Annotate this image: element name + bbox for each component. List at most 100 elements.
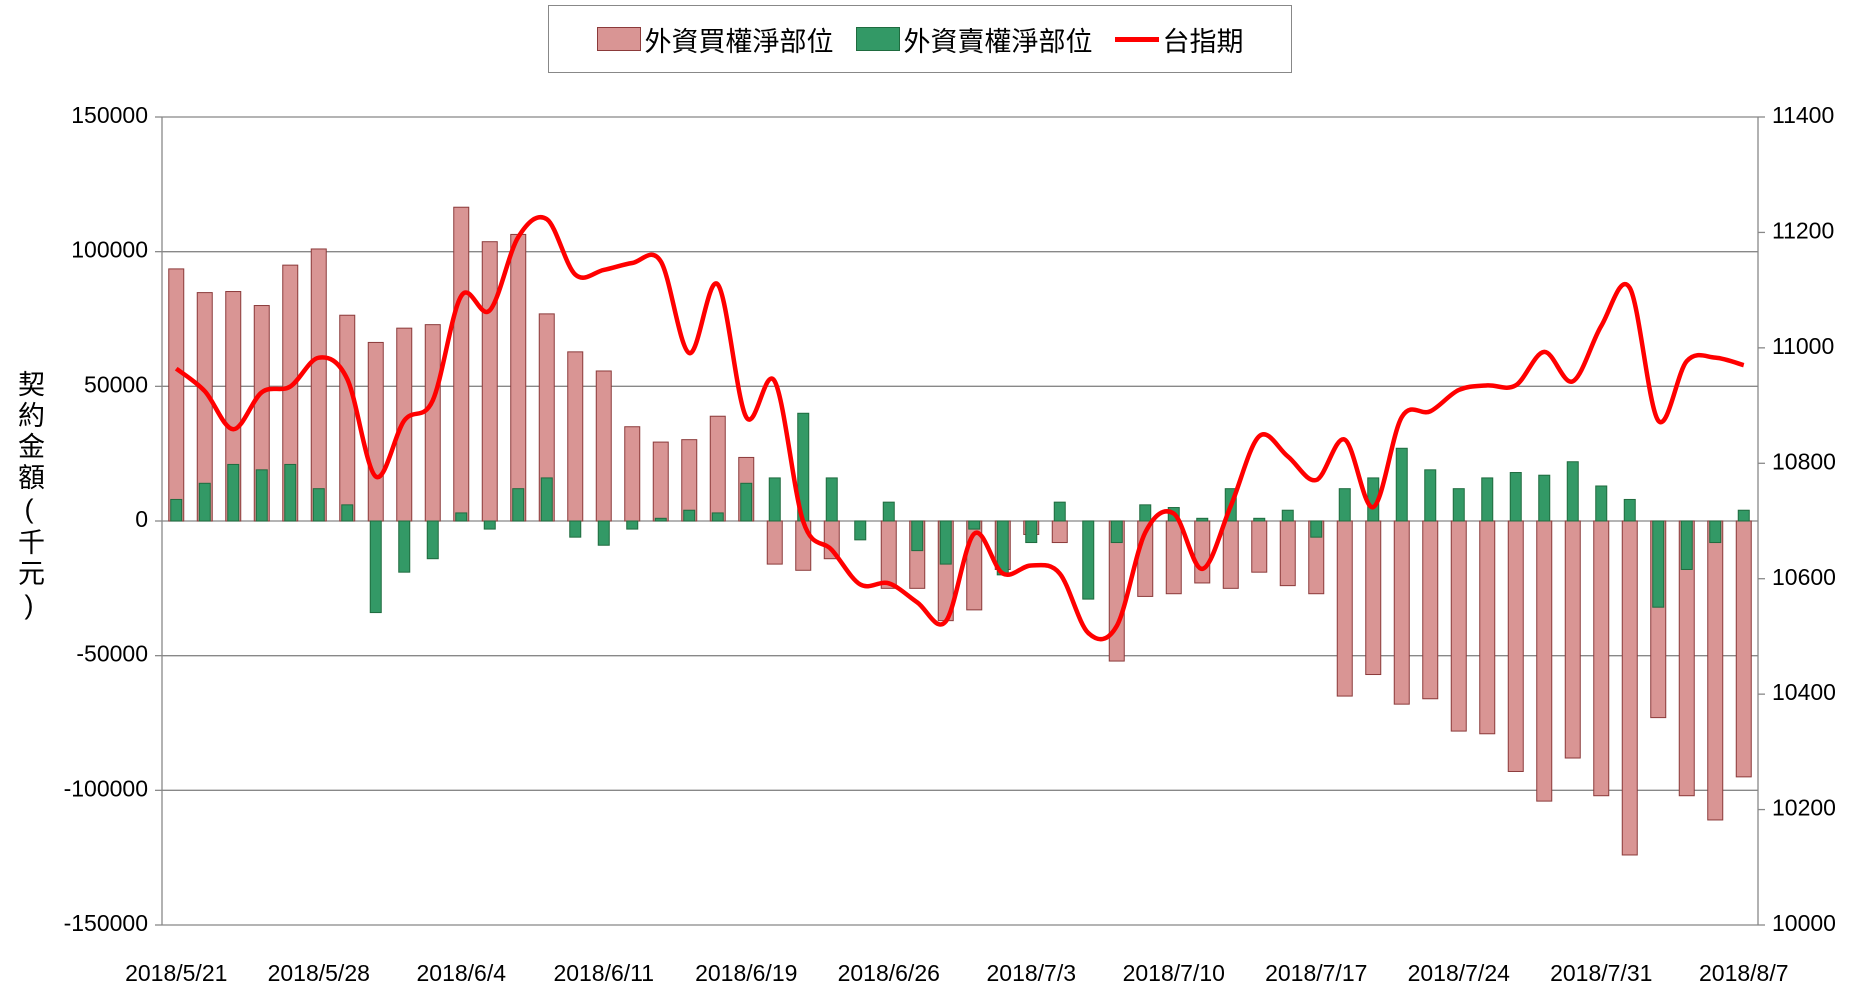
legend-swatch: [855, 27, 900, 51]
bar: [968, 520, 981, 530]
y2-tick-label: 10000: [1772, 910, 1836, 936]
bar: [597, 520, 610, 546]
bar: [740, 482, 753, 522]
x-tick-label: 2018/5/21: [125, 960, 227, 986]
bar: [1082, 520, 1095, 600]
bar: [398, 520, 411, 573]
legend-swatch: [596, 27, 641, 51]
y2-tick-label: 10400: [1772, 679, 1836, 705]
bar: [1595, 485, 1608, 522]
bar: [1194, 520, 1211, 584]
bar: [1709, 520, 1722, 544]
bar: [882, 501, 895, 522]
bar: [766, 520, 783, 565]
bar: [1395, 447, 1408, 522]
bar: [510, 233, 527, 522]
bar: [198, 482, 211, 522]
bar: [1735, 520, 1752, 778]
bar: [481, 241, 498, 522]
bar: [1536, 520, 1553, 802]
bar: [595, 370, 612, 522]
bar: [1251, 520, 1268, 573]
bar: [654, 517, 667, 522]
bar: [681, 439, 698, 522]
bar: [341, 504, 354, 522]
y-tick-label: -50000: [76, 641, 148, 667]
bar: [1737, 509, 1750, 522]
bar: [1538, 474, 1551, 522]
bar: [255, 469, 268, 522]
bar: [1051, 520, 1068, 544]
bar: [312, 488, 325, 522]
legend-item: 外資賣權淨部位: [855, 20, 1093, 59]
bar: [567, 351, 584, 522]
bar: [1279, 520, 1296, 587]
bar: [1110, 520, 1123, 544]
x-tick-label: 2018/7/3: [986, 960, 1076, 986]
bar: [1336, 520, 1353, 697]
bar: [1507, 520, 1524, 772]
bar: [369, 520, 382, 614]
bar: [1424, 469, 1437, 522]
bar: [1365, 520, 1382, 676]
bar: [711, 512, 724, 522]
bar: [1707, 520, 1724, 821]
bar: [683, 509, 696, 522]
legend-label: 外資買權淨部位: [644, 26, 834, 57]
bar: [1509, 472, 1522, 522]
legend-swatch: [1114, 36, 1159, 42]
bar: [880, 520, 897, 589]
bar: [483, 520, 496, 530]
bar: [825, 477, 838, 522]
x-tick-label: 2018/6/11: [553, 960, 654, 986]
y-tick-label: 100000: [71, 237, 148, 263]
bar: [339, 314, 356, 522]
bar: [1310, 520, 1323, 538]
bar: [1253, 517, 1266, 522]
bar: [652, 441, 669, 522]
x-tick-label: 2018/7/31: [1550, 960, 1652, 986]
y-tick-label: -100000: [64, 775, 148, 801]
bar: [1481, 477, 1494, 522]
x-tick-label: 2018/6/19: [695, 960, 797, 986]
bar: [1564, 520, 1581, 759]
bar: [1393, 520, 1410, 705]
y-tick-label: 150000: [71, 102, 148, 128]
bar: [854, 520, 867, 541]
bar: [1338, 488, 1351, 522]
bar: [424, 324, 441, 522]
bar: [1652, 520, 1665, 608]
bar: [1139, 504, 1152, 522]
bar: [624, 426, 641, 522]
bar: [1680, 520, 1693, 570]
legend-item: 台指期: [1114, 20, 1244, 59]
y2-tick-label: 10600: [1772, 564, 1836, 590]
x-tick-label: 2018/8/7: [1699, 960, 1789, 986]
bar: [284, 463, 297, 522]
bar: [1450, 520, 1467, 732]
bar: [455, 512, 468, 522]
bar: [1165, 520, 1182, 595]
bar: [310, 248, 327, 522]
y2-tick-label: 11000: [1772, 333, 1834, 359]
bar: [768, 477, 781, 522]
y2-tick-label: 10200: [1772, 795, 1836, 821]
bar: [1479, 520, 1496, 735]
x-tick-label: 2018/6/4: [416, 960, 506, 986]
bar: [367, 341, 384, 522]
x-tick-label: 2018/7/17: [1265, 960, 1367, 986]
bar: [453, 206, 470, 522]
bar: [512, 488, 525, 522]
bar: [168, 268, 185, 522]
y-axis-title: 契約金額(千元): [14, 370, 44, 624]
bar: [1623, 498, 1636, 522]
legend-label: 外資賣權淨部位: [903, 26, 1093, 57]
line: [174, 214, 1745, 642]
bar: [1025, 520, 1038, 544]
bar: [170, 498, 183, 522]
y-tick-label: 50000: [84, 371, 148, 397]
bar: [1621, 520, 1638, 856]
bar: [1196, 517, 1209, 522]
bar: [709, 415, 726, 522]
